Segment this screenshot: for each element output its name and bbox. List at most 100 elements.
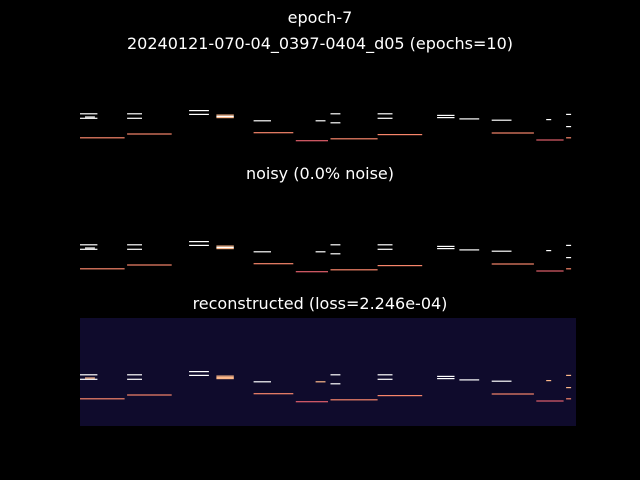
reconstructed-note-24 [459, 379, 480, 381]
reconstructed-note-4 [127, 374, 142, 376]
original-note-14 [295, 140, 328, 142]
original-note-31 [566, 137, 572, 139]
original-note-28 [546, 119, 552, 121]
original-note-13 [253, 132, 294, 134]
original-note-6 [127, 133, 172, 135]
original-note-1 [80, 117, 98, 119]
reconstructed-note-14 [295, 401, 328, 403]
original-note-27 [536, 139, 564, 141]
reconstructed-note-3 [80, 398, 125, 400]
reconstructed-note-7 [189, 371, 209, 373]
original-note-25 [491, 119, 512, 121]
reconstructed-note-31 [566, 398, 572, 400]
reconstructed-note-5 [127, 378, 142, 380]
reconstructed-note-27 [536, 400, 564, 402]
reconstructed-note-8 [189, 374, 209, 376]
original-note-16 [330, 113, 341, 115]
reconstructed-note-9 [216, 375, 234, 377]
original-note-10 [216, 115, 234, 117]
reconstructed-note-22 [437, 375, 455, 377]
noisy-note-4 [127, 244, 142, 246]
noisy-note-29 [566, 244, 572, 246]
noisy-note-27 [536, 270, 564, 272]
original-note-21 [377, 134, 423, 136]
reconstructed-note-17 [330, 383, 341, 385]
noisy-note-8 [189, 244, 209, 246]
noisy-note-3 [80, 268, 125, 270]
noisy-note-6 [127, 264, 172, 266]
noisy-note-13 [253, 263, 294, 265]
reconstructed-note-23 [437, 378, 455, 380]
noisy-note-10 [216, 246, 234, 248]
original-note-18 [330, 138, 378, 140]
reconstructed-note-30 [566, 387, 572, 389]
noisy-note-22 [437, 245, 455, 247]
original-note-22 [437, 114, 455, 116]
noisy-note-30 [566, 257, 572, 259]
noisy-note-14 [295, 271, 328, 273]
reconstructed-note-13 [253, 393, 294, 395]
original-note-8 [189, 113, 209, 115]
reconstructed-piano-roll-panel [80, 318, 576, 426]
original-note-24 [459, 118, 480, 120]
reconstructed-note-29 [566, 374, 572, 376]
noisy-piano-roll-panel [80, 241, 572, 273]
reconstructed-note-19 [377, 374, 393, 376]
reconstructed-note-11 [216, 378, 234, 380]
reconstructed-heatmap-background [80, 318, 576, 426]
noisy-note-31 [566, 268, 572, 270]
original-note-11 [216, 117, 234, 119]
original-note-20 [377, 117, 393, 119]
original-note-2 [85, 116, 95, 118]
noisy-note-0 [80, 244, 98, 246]
original-note-17 [330, 122, 341, 124]
original-note-29 [566, 113, 572, 115]
reconstructed-note-26 [491, 393, 534, 395]
noisy-note-23 [437, 248, 455, 250]
reconstructed-note-10 [216, 376, 234, 378]
reconstructed-note-20 [377, 378, 393, 380]
noisy-note-7 [189, 241, 209, 243]
figure-suptitle-run-id: 20240121-070-04_0397-0404_d05 (epochs=10… [126, 34, 513, 53]
noisy-note-12 [253, 251, 271, 253]
reconstructed-note-2 [85, 377, 95, 379]
reconstructed-note-28 [546, 380, 552, 382]
original-note-12 [253, 120, 271, 122]
noisy-note-21 [377, 265, 423, 267]
noisy-note-2 [85, 247, 95, 249]
original-note-5 [127, 117, 142, 119]
reconstructed-note-21 [377, 395, 423, 397]
original-note-30 [566, 126, 572, 128]
noisy-note-9 [216, 245, 234, 247]
original-note-19 [377, 113, 393, 115]
reconstructed-note-0 [80, 374, 98, 376]
noisy-note-18 [330, 269, 378, 271]
original-piano-roll-panel [80, 110, 572, 142]
original-note-7 [189, 110, 209, 112]
noisy-note-25 [491, 250, 512, 252]
noisy-note-15 [315, 251, 326, 253]
original-note-0 [80, 113, 98, 115]
noisy-note-16 [330, 244, 341, 246]
noisy-note-24 [459, 249, 480, 251]
reconstructed-panel-title: reconstructed (loss=2.246e-04) [192, 294, 448, 313]
reconstructed-note-18 [330, 399, 378, 401]
reconstructed-note-15 [315, 381, 326, 383]
figure-suptitle-epoch: epoch-7 [287, 8, 353, 27]
reconstructed-note-6 [127, 394, 172, 396]
original-note-9 [216, 114, 234, 116]
reconstructed-note-16 [330, 374, 341, 376]
noisy-note-19 [377, 244, 393, 246]
original-note-26 [491, 132, 534, 134]
reconstructed-note-25 [491, 380, 512, 382]
noisy-note-28 [546, 250, 552, 252]
reconstructed-note-12 [253, 381, 271, 383]
noisy-note-1 [80, 248, 98, 250]
reconstructed-note-1 [80, 378, 98, 380]
noisy-note-17 [330, 253, 341, 255]
noisy-panel-title: noisy (0.0% noise) [245, 164, 395, 183]
noisy-note-20 [377, 248, 393, 250]
original-note-3 [80, 137, 125, 139]
